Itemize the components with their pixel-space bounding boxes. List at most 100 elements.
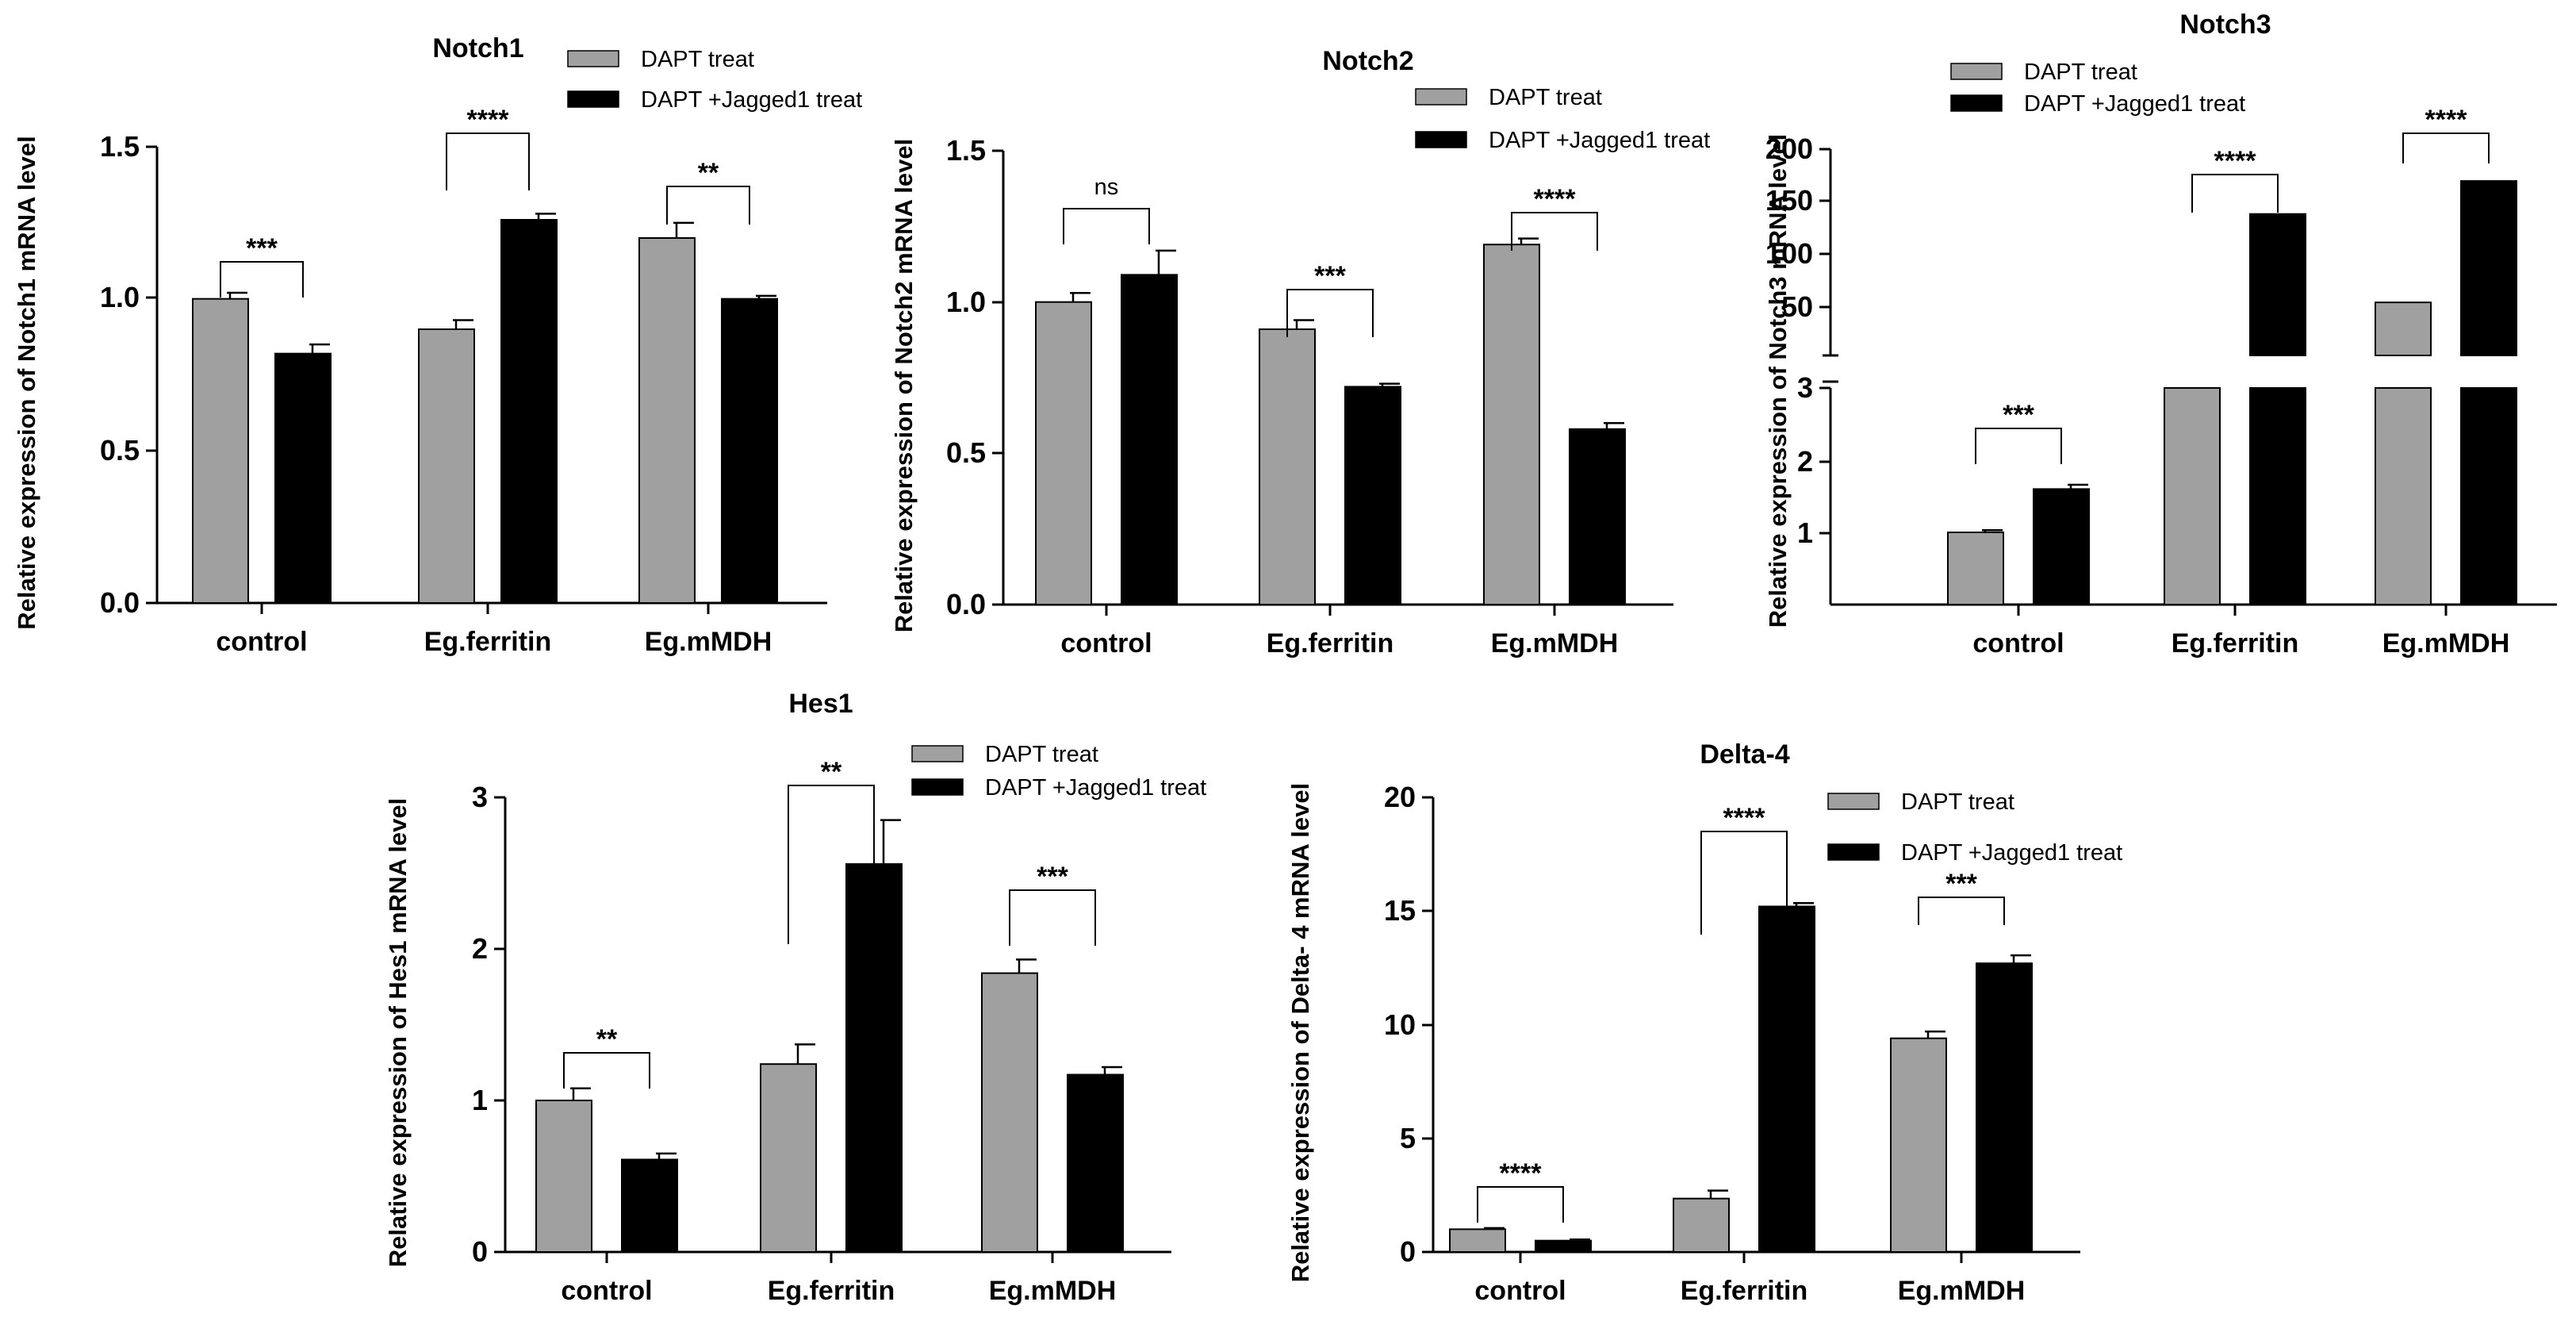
notch3-bar-dapt xyxy=(1947,532,2004,605)
delta4-bar-dapt xyxy=(1449,1228,1506,1253)
notch2-errorbar-dapt xyxy=(1070,291,1091,302)
hes1-errorbar-jagged xyxy=(656,1152,677,1160)
notch1-significance-bracket xyxy=(666,186,750,225)
notch2-errorbar-dapt xyxy=(1294,319,1314,329)
legend-swatch-jagged xyxy=(567,90,619,108)
notch3-bar-jagged xyxy=(2033,488,2090,606)
notch2-significance-bracket xyxy=(1063,208,1150,244)
chart-notch2: Notch2 Relative expression of Notch2 mRNA… xyxy=(890,46,1710,659)
delta4-significance-label: **** xyxy=(1723,803,1766,833)
legend-label-jagged: DAPT +Jagged1 treat xyxy=(1489,128,1710,153)
notch1-ylabel: Relative expression of Notch1 mRNA level xyxy=(13,136,40,630)
notch2-errorbar-jagged xyxy=(1379,382,1400,387)
delta4-errorbar-jagged xyxy=(1570,1238,1590,1241)
delta4-ytick-label: 15 xyxy=(1384,894,1416,927)
delta4-significance-label: *** xyxy=(1945,869,1977,899)
notch3-ytick-label: 2 xyxy=(1797,445,1813,478)
notch3-bar-dapt xyxy=(2164,387,2221,605)
notch2-significance-bracket xyxy=(1511,212,1598,251)
delta4-category-label: Eg.ferritin xyxy=(1681,1276,1808,1306)
notch3-bar-dapt-upper xyxy=(2375,301,2432,356)
notch2-bar-jagged xyxy=(1121,274,1178,605)
delta4-significance-bracket xyxy=(1700,831,1788,935)
delta4-category-label: Eg.mMDH xyxy=(1898,1276,2026,1306)
legend-swatch-dapt xyxy=(1950,63,2003,80)
hes1-category-label: control xyxy=(561,1276,652,1306)
legend-swatch-jagged xyxy=(1827,843,1880,861)
delta4-ytick-label: 20 xyxy=(1384,781,1416,813)
delta4-ytick-label: 0 xyxy=(1400,1235,1416,1268)
delta4-ytick-label: 5 xyxy=(1400,1122,1416,1154)
hes1-bar-dapt xyxy=(760,1063,817,1254)
notch2-bar-jagged xyxy=(1344,386,1401,605)
notch2-category-label: Eg.mMDH xyxy=(1491,628,1619,659)
legend-swatch-jagged xyxy=(1950,94,2003,112)
hes1-ylabel: Relative expression of Hes1 mRNA level xyxy=(384,798,412,1268)
legend-label-jagged: DAPT +Jagged1 treat xyxy=(2024,91,2245,117)
notch3-category-label: Eg.mMDH xyxy=(2382,628,2510,659)
hes1-bar-jagged xyxy=(1067,1073,1124,1254)
notch1-errorbar-dapt xyxy=(227,291,247,299)
notch1-ytick-label: 1.0 xyxy=(100,281,140,313)
hes1-errorbar-dapt xyxy=(1016,958,1037,973)
notch1-significance-label: ** xyxy=(698,158,719,188)
notch2-ytick-label: 0.0 xyxy=(946,588,986,620)
notch2-errorbar-jagged xyxy=(1604,421,1624,429)
notch2-category-label: Eg.ferritin xyxy=(1267,628,1394,659)
hes1-significance-bracket xyxy=(1009,889,1096,946)
notch2-errorbar-dapt xyxy=(1518,237,1539,245)
notch1-errorbar-jagged xyxy=(756,294,776,299)
notch1-significance-bracket xyxy=(446,132,530,190)
delta4-bar-jagged xyxy=(1976,962,2033,1254)
notch2-significance-label: ns xyxy=(1094,175,1119,200)
delta4-bar-jagged xyxy=(1535,1239,1592,1254)
hes1-errorbar-dapt xyxy=(795,1043,815,1065)
hes1-bar-dapt xyxy=(535,1100,592,1253)
notch3-significance-bracket xyxy=(2191,174,2279,213)
delta4-ylabel: Relative expression of Delta- 4 mRNA lev… xyxy=(1286,783,1314,1282)
chart-notch1: Notch1 Relative expression of Notch1 mRNA… xyxy=(13,33,862,657)
delta4-errorbar-dapt xyxy=(1925,1030,1945,1039)
notch3-errorbar-jagged xyxy=(2068,483,2088,490)
notch1-bar-jagged xyxy=(500,219,558,604)
notch2-significance-label: **** xyxy=(1534,184,1577,214)
notch1-errorbar-jagged xyxy=(309,343,330,354)
notch1-bar-jagged xyxy=(721,298,778,604)
legend-swatch-jagged xyxy=(1415,131,1467,148)
chart-notch3: Notch3 Relative expression of Notch3 mRNA… xyxy=(1764,10,2557,659)
notch1-ytick-label: 0.0 xyxy=(100,586,140,619)
delta4-errorbar-jagged xyxy=(2011,954,2031,964)
notch1-category-label: Eg.ferritin xyxy=(424,627,552,657)
notch3-ylabel: Relative expression of Notch3 mRNA level xyxy=(1764,134,1792,628)
legend-label-dapt: DAPT treat xyxy=(1901,789,2014,815)
delta4-significance-bracket xyxy=(1477,1186,1564,1223)
notch2-bar-dapt xyxy=(1035,301,1092,605)
notch1-errorbar-jagged xyxy=(535,213,556,220)
notch3-significance-label: **** xyxy=(2425,105,2468,135)
notch3-significance-label: **** xyxy=(2214,146,2257,176)
notch3-category-label: control xyxy=(1972,628,2064,659)
hes1-significance-bracket xyxy=(788,785,875,944)
notch1-errorbar-dapt xyxy=(673,221,694,238)
notch2-ytick-label: 0.5 xyxy=(946,436,986,469)
delta4-bar-dapt xyxy=(1673,1197,1730,1253)
notch3-significance-bracket xyxy=(2402,132,2490,163)
legend-swatch-jagged xyxy=(911,778,964,796)
hes1-significance-label: ** xyxy=(821,757,842,787)
notch3-significance-bracket xyxy=(1975,428,2062,464)
delta4-bar-dapt xyxy=(1890,1037,1947,1253)
legend-swatch-dapt xyxy=(911,745,964,762)
notch2-significance-label: *** xyxy=(1314,261,1346,291)
notch2-ylabel: Relative expression of Notch2 mRNA level xyxy=(890,139,918,633)
chart-delta4: Delta-4 Relative expression of Delta- 4 m… xyxy=(1286,739,2122,1306)
hes1-ytick-label: 3 xyxy=(472,781,488,813)
notch3-bar-jagged-upper xyxy=(2249,213,2306,357)
hes1-significance-label: *** xyxy=(1037,862,1068,892)
delta4-significance-bracket xyxy=(1918,897,2005,925)
notch1-significance-bracket xyxy=(220,261,304,298)
hes1-category-label: Eg.ferritin xyxy=(768,1276,895,1306)
notch2-errorbar-jagged xyxy=(1156,249,1176,275)
hes1-ytick-label: 2 xyxy=(472,932,488,965)
legend-label-dapt: DAPT treat xyxy=(2024,60,2137,85)
